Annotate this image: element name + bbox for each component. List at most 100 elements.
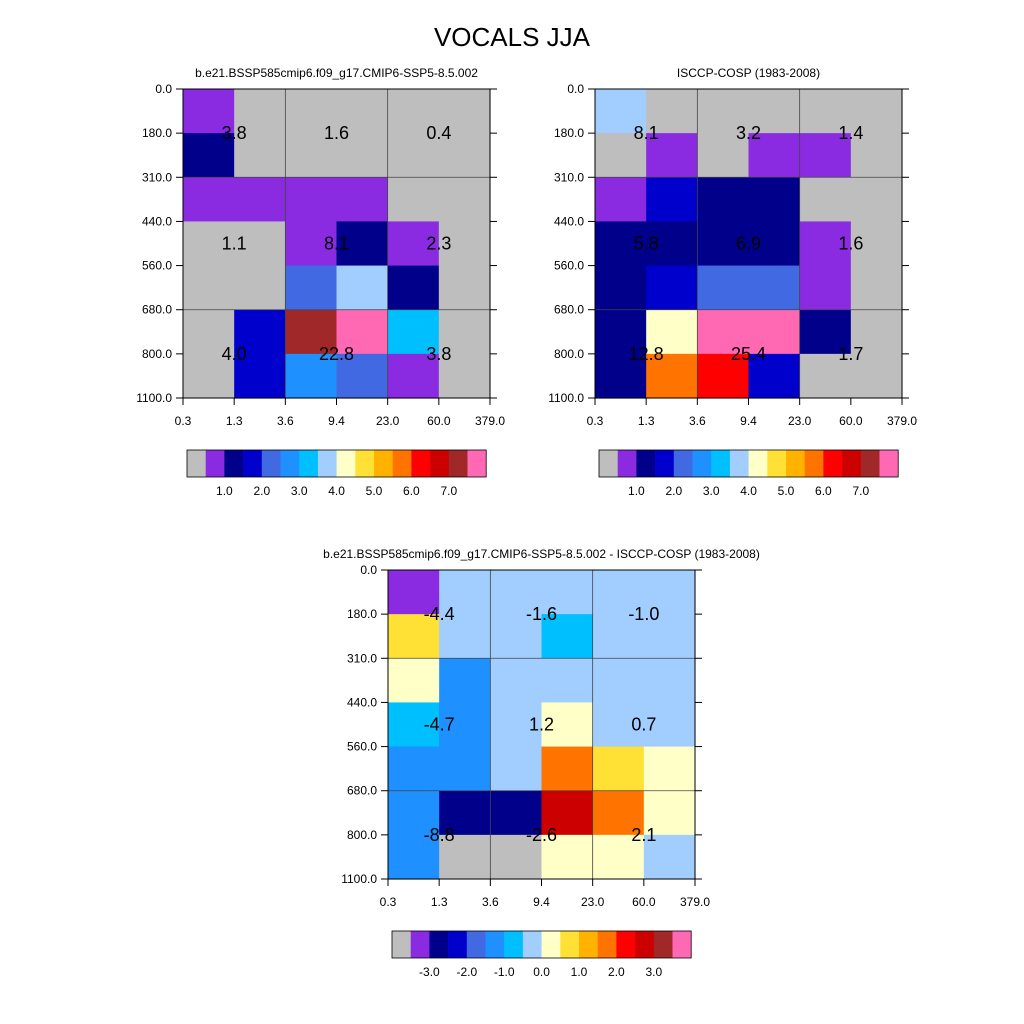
box-value-label: 1.6	[324, 123, 349, 143]
heatmap-cell	[183, 133, 235, 178]
colorbar-swatch	[655, 450, 675, 477]
heatmap-cell	[387, 89, 440, 134]
colorbar-swatch	[448, 450, 468, 477]
box-value-label: 8.1	[634, 123, 659, 143]
heatmap-cell	[438, 221, 491, 267]
box-value-label: 4.0	[222, 344, 247, 364]
box-value-label: -8.8	[424, 825, 455, 845]
colorbar-swatch	[299, 450, 319, 477]
x-tick-label: 1.3	[638, 414, 655, 428]
colorbar-swatch	[748, 450, 768, 477]
heatmap-cell	[234, 177, 286, 223]
panel-1: b.e21.BSSP585cmip6.f09_g17.CMIP6-SSP5-8.…	[136, 66, 505, 498]
heatmap-cell	[388, 614, 440, 659]
colorbar-swatch	[767, 450, 787, 477]
colorbar-frame	[391, 930, 692, 959]
heatmap-cell	[438, 177, 491, 223]
heatmap-cell	[595, 309, 647, 355]
box-value-label: -1.6	[526, 604, 557, 624]
heatmap-cell	[646, 89, 698, 134]
x-tick-label: 9.4	[328, 414, 345, 428]
colorbar-label: -3.0	[419, 965, 440, 979]
heatmap-cell	[388, 746, 440, 792]
colorbar-swatch	[355, 450, 375, 477]
heatmap-cell	[643, 702, 696, 748]
colorbar-swatch	[786, 450, 805, 477]
heatmap-cell	[439, 834, 491, 880]
heatmap-cell	[643, 834, 696, 880]
colorbar-swatch	[617, 450, 637, 477]
heatmap-cell	[850, 177, 903, 223]
colorbar-swatch	[280, 450, 300, 477]
colorbar: 1.0 2.0 3.0 4.0 5.0 6.0 7.0	[598, 449, 899, 498]
heatmap-cell	[748, 309, 801, 355]
colorbar-label: -2.0	[456, 965, 477, 979]
x-tick-label: 1.3	[226, 414, 243, 428]
heatmap-cell	[646, 309, 698, 355]
heatmap-cell	[595, 89, 647, 134]
heatmap-cell	[285, 221, 338, 267]
heatmap-cell	[336, 177, 389, 223]
heatmap-cell	[388, 658, 440, 704]
heatmap-cell	[285, 353, 338, 399]
heatmap-cell	[748, 353, 801, 399]
x-tick-label: 379.0	[680, 895, 710, 909]
box-value-label: 22.8	[319, 344, 354, 364]
box-value-label: 25.4	[731, 344, 766, 364]
x-tick-label: 0.3	[587, 414, 604, 428]
heatmap-cell	[439, 658, 491, 704]
colorbar-swatch	[673, 450, 693, 477]
heatmap-cell	[387, 133, 440, 178]
colorbar-swatch	[430, 450, 450, 477]
box-value-label: 5.8	[634, 234, 659, 254]
heatmap-cell	[438, 265, 491, 311]
colorbar-swatch	[392, 931, 411, 958]
heatmap-cell	[387, 265, 440, 311]
colorbar-swatch	[636, 450, 656, 477]
colorbar-swatch	[187, 450, 206, 477]
x-tick-label: 3.6	[482, 895, 499, 909]
heatmap-cell	[183, 177, 235, 223]
heatmap-cell	[595, 353, 647, 399]
heatmap-cell	[387, 177, 440, 223]
box-value-label: 1.1	[222, 234, 247, 254]
heatmap-cell	[595, 265, 647, 311]
colorbar-label: 1.0	[216, 484, 233, 498]
heatmap-cell	[646, 265, 698, 311]
y-tick-label: 440.0	[142, 214, 172, 228]
x-tick-label: 60.0	[632, 895, 656, 909]
heatmap-cell	[646, 133, 698, 178]
heatmap-cell	[336, 89, 389, 134]
box-value-label: 12.8	[629, 344, 664, 364]
x-tick-label: 23.0	[581, 895, 605, 909]
y-tick-label: 560.0	[554, 259, 584, 273]
heatmap-cell	[799, 265, 852, 311]
box-value-label: -2.6	[526, 825, 557, 845]
y-tick-label: 310.0	[554, 170, 584, 184]
colorbar-label: 3.0	[291, 484, 308, 498]
heatmap-cell	[592, 834, 645, 880]
colorbar-label: 5.0	[366, 484, 383, 498]
heatmap-cell	[336, 309, 389, 355]
box-value-label: 2.3	[426, 234, 451, 254]
y-tick-label: 0.0	[155, 82, 172, 96]
heatmap-cell	[439, 790, 491, 836]
colorbar-swatch	[317, 450, 337, 477]
colorbar-swatch	[429, 931, 449, 958]
y-tick-label: 1100.0	[341, 872, 377, 886]
box-value-label: 1.4	[838, 123, 863, 143]
colorbar-swatch	[653, 931, 673, 958]
colorbar-label: 6.0	[815, 484, 832, 498]
colorbar-swatch	[729, 450, 749, 477]
colorbar-swatch	[560, 931, 580, 958]
heatmap-cell	[850, 221, 903, 267]
box-value-label: 3.8	[426, 344, 451, 364]
heatmap-cell	[595, 221, 647, 267]
box-value-label: -4.4	[424, 604, 455, 624]
heatmap-cell	[799, 177, 852, 223]
colorbar-swatch	[205, 450, 225, 477]
heatmap-cell	[595, 133, 647, 178]
heatmap-cell	[490, 834, 543, 880]
box-value-label: 3.2	[736, 123, 761, 143]
